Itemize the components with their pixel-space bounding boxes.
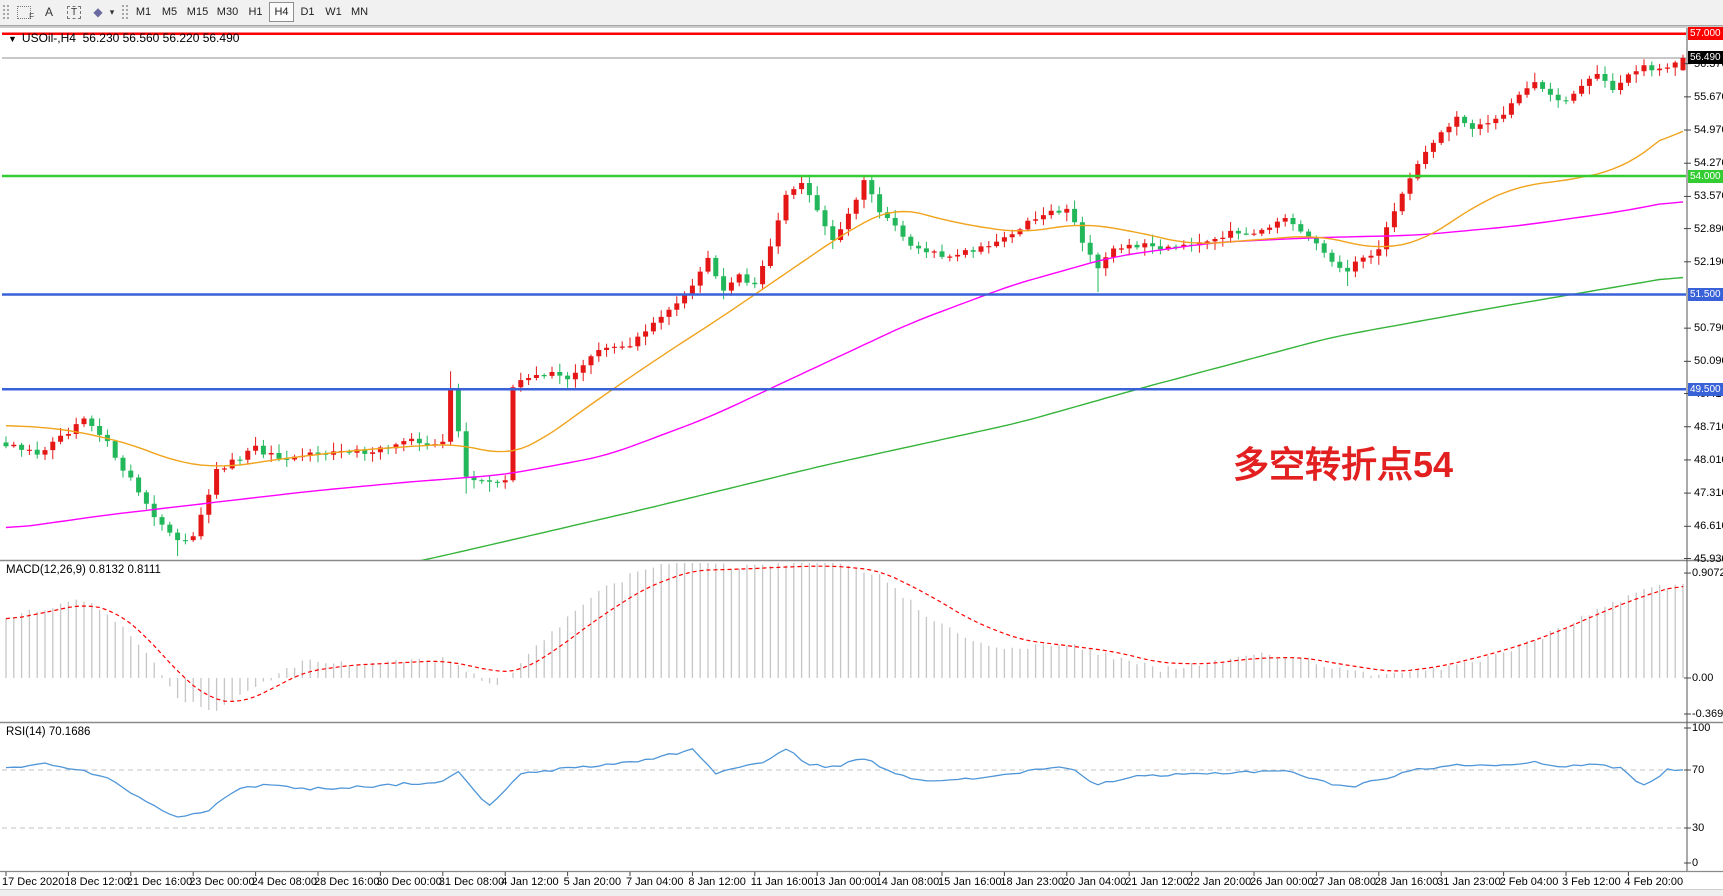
rsi-panel [2, 747, 1686, 829]
ma-mid-magenta-line [5, 201, 1684, 529]
symbol-ohlc-text: USOil-,H4 56.230 56.560 56.220 56.490 [21, 31, 240, 45]
toolbar: F A T ◆ ▾ M1 M5 M15 M30 H1 H4 D1 W1 MN [0, 0, 1723, 26]
price-tick-label: 54.270 [1694, 157, 1723, 170]
price-tick-label: 46.610 [1694, 520, 1723, 533]
time-tick-label: 31 Dec 08:00 [438, 876, 505, 888]
macd-indicator-label: MACD(12,26,9) 0.8132 0.8111 [6, 564, 161, 576]
draw-objects-button[interactable]: ◆ [88, 2, 108, 22]
ma-fast-orange-line [5, 130, 1684, 467]
price-tick-label: 50.090 [1694, 355, 1723, 368]
time-tick-label: 20 Jan 04:00 [1062, 876, 1127, 888]
price-badge: 57.000 [1688, 27, 1723, 41]
time-tick-label: 3 Feb 12:00 [1562, 876, 1621, 888]
draw-objects-caret-button[interactable]: ▾ [106, 2, 118, 22]
macd-panel [5, 563, 1684, 711]
rsi-indicator-label: RSI(14) 70.1686 [6, 726, 91, 738]
tf-button-h1[interactable]: H1 [243, 2, 268, 22]
macd-axis-label: -0.369 [1692, 708, 1723, 720]
time-tick-label: 17 Dec 2020 [2, 876, 65, 888]
window-bottom-strip [0, 889, 1723, 896]
time-tick-label: 28 Dec 16:00 [314, 876, 380, 888]
macd-histogram [5, 563, 1684, 711]
time-tick-label: 2 Feb 04:00 [1499, 876, 1559, 888]
time-tick-label: 13 Jan 00:00 [813, 876, 877, 888]
time-tick-label: 30 Dec 00:00 [376, 876, 442, 888]
time-tick-label: 23 Dec 00:00 [189, 876, 255, 888]
toolbar-grip[interactable] [2, 4, 9, 20]
time-tick-label: 11 Jan 16:00 [750, 876, 814, 888]
tf-button-h4[interactable]: H4 [269, 2, 294, 22]
time-tick-label: 21 Dec 16:00 [126, 876, 193, 888]
text-label-button[interactable]: T [62, 2, 86, 22]
time-tick-label: 4 Jan 12:00 [501, 876, 559, 888]
price-tick-label: 53.570 [1694, 190, 1723, 203]
time-tick-label: 7 Jan 04:00 [626, 876, 684, 888]
time-tick-label: 26 Jan 00:00 [1250, 876, 1314, 888]
time-tick-label: 21 Jan 12:00 [1125, 876, 1189, 888]
tf-button-m30[interactable]: M30 [213, 2, 242, 22]
time-tick-label: 24 Dec 08:00 [251, 876, 318, 888]
price-badge: 49.500 [1688, 382, 1723, 396]
draw-objects-icon: ◆ [93, 5, 103, 19]
rsi-axis-label: 100 [1692, 722, 1711, 734]
rsi-line [5, 747, 1684, 818]
price-tick-label: 47.310 [1694, 487, 1723, 500]
main-price-panel [2, 32, 1686, 560]
chart-canvas[interactable] [0, 26, 1723, 890]
time-tick-label: 27 Jan 08:00 [1312, 876, 1377, 888]
tf-button-mn[interactable]: MN [347, 2, 372, 22]
price-badge: 51.500 [1688, 288, 1723, 301]
candle-bodies-down [3, 65, 1655, 542]
tf-button-d1[interactable]: D1 [295, 2, 320, 22]
candle-bodies-up [11, 58, 1686, 541]
tf-button-m1[interactable]: M1 [131, 2, 156, 22]
price-tick-label: 52.890 [1694, 222, 1723, 235]
macd-axis-label: 0.00 [1692, 672, 1714, 684]
time-tick-label: 4 Feb 20:00 [1624, 876, 1684, 888]
time-tick-label: 18 Dec 12:00 [64, 876, 130, 888]
price-tick-label: 48.710 [1694, 420, 1723, 433]
rsi-axis-label: 30 [1692, 822, 1705, 834]
macd-signal-line [5, 565, 1684, 703]
toolbar-grip-2[interactable] [121, 4, 128, 20]
text-tool-button[interactable]: A [38, 2, 60, 22]
text-box-icon: T [67, 6, 81, 20]
price-badge: 56.490 [1688, 51, 1723, 65]
time-tick-label: 5 Jan 20:00 [563, 876, 622, 888]
time-tick-label: 28 Jan 16:00 [1374, 876, 1439, 888]
macd-axis-label: 0.9072 [1692, 567, 1723, 580]
chart-text-annotation[interactable]: 多空转折点54 [1233, 444, 1454, 485]
time-tick-label: 14 Jan 08:00 [875, 876, 940, 888]
chevron-down-icon: ▾ [109, 6, 115, 17]
tf-button-m15[interactable]: M15 [183, 2, 212, 22]
time-tick-label: 15 Jan 16:00 [938, 876, 1002, 888]
text-a-icon: A [44, 5, 53, 19]
grid-icon-f-label: F [29, 12, 34, 21]
tf-button-m5[interactable]: M5 [157, 2, 182, 22]
price-tick-label: 50.790 [1694, 322, 1723, 335]
time-tick-label: 8 Jan 12:00 [688, 876, 746, 888]
time-tick-label: 22 Jan 20:00 [1187, 876, 1252, 888]
price-tick-label: 54.970 [1694, 124, 1723, 137]
price-tick-label: 52.190 [1694, 255, 1723, 268]
price-tick-label: 45.930 [1694, 552, 1723, 565]
snap-grid-button[interactable]: F [12, 2, 36, 22]
symbol-ohlc-label: ▼ USOil-,H4 56.230 56.560 56.220 56.490 [8, 31, 239, 45]
tf-button-w1[interactable]: W1 [321, 2, 346, 22]
price-tick-label: 55.670 [1694, 90, 1723, 103]
chart-area[interactable]: ▼ USOil-,H4 56.230 56.560 56.220 56.490 M… [0, 26, 1723, 896]
ma-slow-green-line [420, 276, 1684, 560]
price-tick-label: 48.010 [1694, 453, 1723, 466]
time-tick-label: 31 Jan 23:00 [1437, 876, 1501, 888]
rsi-axis-label: 0 [1692, 857, 1699, 869]
grid-icon [17, 6, 31, 20]
rsi-axis-label: 70 [1692, 764, 1705, 776]
time-tick-label: 18 Jan 23:00 [1000, 876, 1065, 888]
expander-icon[interactable]: ▼ [8, 34, 17, 44]
price-badge: 54.000 [1688, 169, 1723, 183]
